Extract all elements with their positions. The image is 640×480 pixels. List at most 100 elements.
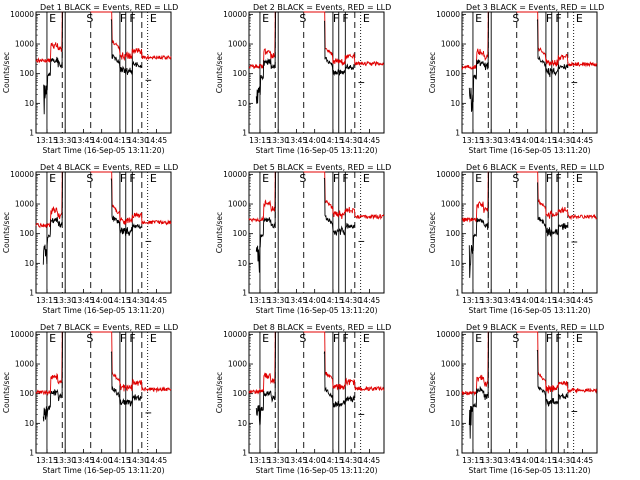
region-letter: E bbox=[475, 12, 482, 25]
region-letter: F bbox=[555, 332, 561, 345]
region-letter: S bbox=[86, 172, 93, 185]
events-series-line bbox=[42, 331, 91, 422]
x-tick-label: 14:45 bbox=[572, 136, 594, 145]
x-tick-label: 13:45 bbox=[499, 456, 521, 465]
region-letter: S bbox=[299, 172, 306, 185]
panel-frame bbox=[35, 171, 172, 294]
y-tick-label: 100 bbox=[20, 69, 35, 78]
region-letter: S bbox=[512, 12, 519, 25]
y-tick-label: 1 bbox=[242, 289, 247, 298]
x-axis-label: Start Time (16-Sep-05 13:11:20) bbox=[469, 306, 591, 315]
x-tick-label: 13:45 bbox=[499, 136, 521, 145]
region-letter: F bbox=[546, 332, 552, 345]
y-tick-label: 1 bbox=[455, 449, 460, 458]
x-tick-label: 14:15 bbox=[109, 136, 131, 145]
y-tick-label: 100 bbox=[233, 69, 248, 78]
region-letter: F bbox=[555, 172, 561, 185]
panel-frame bbox=[248, 171, 385, 294]
x-tick-label: 13:15 bbox=[462, 456, 484, 465]
region-letter: E bbox=[262, 12, 269, 25]
region-letter: F bbox=[120, 172, 126, 185]
y-tick-label: 10000 bbox=[10, 170, 34, 179]
region-letter: F bbox=[342, 12, 348, 25]
y-tick-label: 10000 bbox=[223, 10, 247, 19]
region-letter: F bbox=[342, 172, 348, 185]
panel-title: Det 6 BLACK = Events, RED = LLD bbox=[466, 163, 604, 172]
x-tick-label: 14:15 bbox=[322, 456, 344, 465]
x-tick-label: 13:15 bbox=[462, 296, 484, 305]
region-letter: F bbox=[120, 332, 126, 345]
y-tick-label: 10 bbox=[237, 99, 247, 108]
x-tick-label: 13:45 bbox=[286, 456, 308, 465]
panel-frame bbox=[35, 11, 172, 134]
x-tick-label: 13:15 bbox=[36, 456, 58, 465]
lld-series-line bbox=[461, 331, 598, 397]
y-tick-label: 1 bbox=[455, 129, 460, 138]
x-tick-label: 14:45 bbox=[146, 296, 168, 305]
x-tick-label: 13:45 bbox=[73, 136, 95, 145]
y-tick-label: 100 bbox=[20, 229, 35, 238]
y-tick-label: 10000 bbox=[10, 10, 34, 19]
x-tick-label: 14:15 bbox=[322, 296, 344, 305]
lld-series-line bbox=[35, 171, 172, 229]
events-series-line bbox=[536, 182, 568, 238]
x-tick-label: 14:00 bbox=[517, 296, 539, 305]
x-tick-label: 14:00 bbox=[91, 296, 113, 305]
y-tick-label: 1000 bbox=[228, 200, 247, 209]
region-letter: F bbox=[129, 172, 135, 185]
lld-series-line bbox=[248, 171, 385, 223]
x-tick-label: 14:15 bbox=[109, 456, 131, 465]
region-letter: E bbox=[363, 172, 370, 185]
x-tick-label: 14:30 bbox=[553, 456, 575, 465]
y-axis-label: Counts/sec bbox=[215, 372, 224, 413]
y-tick-label: 10 bbox=[450, 99, 460, 108]
x-tick-label: 13:15 bbox=[36, 136, 58, 145]
x-axis-label: Start Time (16-Sep-05 13:11:20) bbox=[469, 466, 591, 475]
x-tick-label: 13:45 bbox=[286, 136, 308, 145]
x-tick-label: 14:00 bbox=[517, 456, 539, 465]
region-letter: S bbox=[299, 332, 306, 345]
x-tick-label: 14:30 bbox=[340, 456, 362, 465]
region-letter: E bbox=[576, 12, 583, 25]
y-tick-label: 1000 bbox=[15, 200, 34, 209]
x-tick-label: 14:45 bbox=[359, 136, 381, 145]
region-letter: F bbox=[129, 12, 135, 25]
panel-7: Det 7 BLACK = Events, RED = LLD Counts/se… bbox=[2, 323, 178, 475]
y-tick-label: 1000 bbox=[228, 360, 247, 369]
events-series-line bbox=[255, 11, 304, 104]
x-axis-label: Start Time (16-Sep-05 13:11:20) bbox=[43, 146, 165, 155]
region-letter: E bbox=[49, 12, 56, 25]
x-tick-label: 14:00 bbox=[304, 456, 326, 465]
x-tick-label: 14:30 bbox=[553, 296, 575, 305]
region-letter: F bbox=[342, 332, 348, 345]
x-tick-label: 13:30 bbox=[54, 136, 76, 145]
x-axis-label: Start Time (16-Sep-05 13:11:20) bbox=[256, 466, 378, 475]
events-series-line bbox=[536, 349, 568, 407]
panel-2: Det 2 BLACK = Events, RED = LLD Counts/se… bbox=[215, 3, 391, 155]
y-axis-label: Counts/sec bbox=[2, 212, 11, 253]
events-series-line bbox=[110, 19, 142, 75]
x-axis-label: Start Time (16-Sep-05 13:11:20) bbox=[43, 306, 165, 315]
panel-4: Det 4 BLACK = Events, RED = LLD Counts/se… bbox=[2, 163, 178, 315]
lld-series-line bbox=[248, 331, 385, 395]
x-tick-label: 13:45 bbox=[73, 296, 95, 305]
panel-title: Det 4 BLACK = Events, RED = LLD bbox=[40, 163, 178, 172]
events-series-line bbox=[323, 351, 355, 408]
region-letter: E bbox=[150, 12, 157, 25]
x-tick-label: 14:00 bbox=[517, 136, 539, 145]
y-tick-label: 10 bbox=[450, 259, 460, 268]
events-series-line bbox=[468, 171, 517, 278]
panel-1: Det 1 BLACK = Events, RED = LLD Counts/se… bbox=[2, 3, 178, 155]
x-axis-label: Start Time (16-Sep-05 13:11:20) bbox=[256, 306, 378, 315]
panel-title: Det 8 BLACK = Events, RED = LLD bbox=[253, 323, 391, 332]
x-tick-label: 14:30 bbox=[340, 296, 362, 305]
x-tick-label: 14:30 bbox=[127, 456, 149, 465]
region-letter: S bbox=[512, 172, 519, 185]
y-tick-label: 10000 bbox=[223, 170, 247, 179]
y-tick-label: 10 bbox=[450, 419, 460, 428]
y-tick-label: 100 bbox=[233, 229, 248, 238]
x-tick-label: 14:15 bbox=[535, 296, 557, 305]
y-tick-label: 1 bbox=[455, 289, 460, 298]
panel-9: Det 9 BLACK = Events, RED = LLD Counts/se… bbox=[428, 323, 604, 475]
